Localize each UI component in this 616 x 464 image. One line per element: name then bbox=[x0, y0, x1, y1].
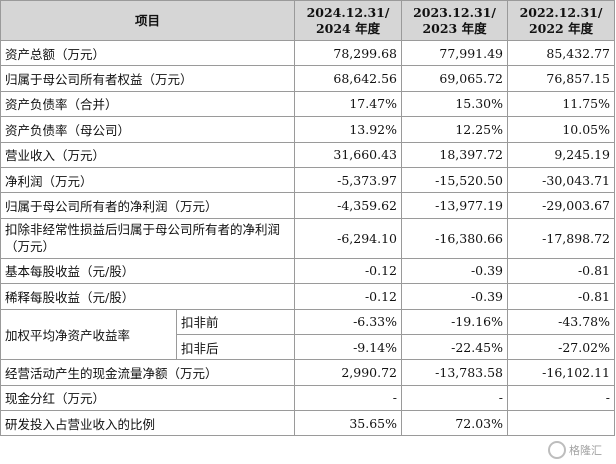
value-2023: -0.39 bbox=[401, 257, 509, 285]
row-label: 资产总额（万元） bbox=[0, 39, 296, 67]
value-2023: 69,065.72 bbox=[401, 65, 509, 92]
value-2024: 35.65% bbox=[294, 410, 403, 437]
watermark: 格隆汇 bbox=[548, 438, 612, 462]
table-row: 扣除非经常性损益后归属于母公司所有者的净利润（万元） -6,294.10 -16… bbox=[0, 217, 616, 259]
value-2024: -6,294.10 bbox=[294, 217, 403, 259]
value-2024: 31,660.43 bbox=[294, 141, 403, 168]
table-row: 资产负债率（合并） 17.47% 15.30% 11.75% bbox=[0, 90, 616, 118]
value-2024: 68,642.56 bbox=[294, 65, 403, 92]
value-2024: 13.92% bbox=[294, 116, 403, 143]
value-2022: -16,102.11 bbox=[507, 359, 616, 386]
row-label: 净利润（万元） bbox=[0, 166, 296, 194]
value-2023: -0.39 bbox=[401, 283, 509, 310]
value-2024: -4,359.62 bbox=[294, 192, 403, 219]
roe-sub-label-after: 扣非后 bbox=[175, 333, 296, 361]
header-2022: 2022.12.31/ 2022 年度 bbox=[507, 0, 616, 41]
header-2022-date: 2022.12.31/ bbox=[519, 4, 603, 20]
value-2024: -5,373.97 bbox=[294, 166, 403, 194]
table-row: 基本每股收益（元/股） -0.12 -0.39 -0.81 bbox=[0, 257, 616, 285]
value-2023: -19.16% bbox=[401, 308, 509, 335]
value-2022: 9,245.19 bbox=[507, 141, 616, 168]
value-2022: -0.81 bbox=[507, 257, 616, 285]
value-2024: -0.12 bbox=[294, 283, 403, 310]
value-2024: -0.12 bbox=[294, 257, 403, 285]
header-2024-date: 2024.12.31/ bbox=[306, 4, 390, 20]
table-row: 归属于母公司所有者的净利润（万元） -4,359.62 -13,977.19 -… bbox=[0, 192, 616, 219]
table-row: 研发投入占营业收入的比例 35.65% 72.03% bbox=[0, 410, 616, 437]
financial-table: 项目 2024.12.31/ 2024 年度 2023.12.31/ 2023 … bbox=[0, 0, 616, 437]
value-2022: -29,003.67 bbox=[507, 192, 616, 219]
roe-label: 加权平均净资产收益率 bbox=[0, 308, 177, 361]
row-label: 归属于母公司所有者的净利润（万元） bbox=[0, 192, 296, 219]
value-2023: -16,380.66 bbox=[401, 217, 509, 259]
value-2022: 11.75% bbox=[507, 90, 616, 118]
value-2024: 78,299.68 bbox=[294, 39, 403, 67]
value-2024: -9.14% bbox=[294, 333, 403, 361]
table-row: 现金分红（万元） - - - bbox=[0, 384, 616, 412]
value-2023: 72.03% bbox=[401, 410, 509, 437]
value-2024: 17.47% bbox=[294, 90, 403, 118]
value-2023: -22.45% bbox=[401, 333, 509, 361]
value-2022: -30,043.71 bbox=[507, 166, 616, 194]
row-label: 稀释每股收益（元/股） bbox=[0, 283, 296, 310]
row-label: 资产负债率（母公司） bbox=[0, 116, 296, 143]
table-row: 资产总额（万元） 78,299.68 77,991.49 85,432.77 bbox=[0, 39, 616, 67]
row-label: 经营活动产生的现金流量净额（万元） bbox=[0, 359, 296, 386]
value-2022: 76,857.15 bbox=[507, 65, 616, 92]
row-label: 基本每股收益（元/股） bbox=[0, 257, 296, 285]
value-2023: 12.25% bbox=[401, 116, 509, 143]
table-row: 营业收入（万元） 31,660.43 18,397.72 9,245.19 bbox=[0, 141, 616, 168]
table-row: 经营活动产生的现金流量净额（万元） 2,990.72 -13,783.58 -1… bbox=[0, 359, 616, 386]
row-label: 资产负债率（合并） bbox=[0, 90, 296, 118]
header-2023: 2023.12.31/ 2023 年度 bbox=[401, 0, 509, 41]
header-item: 项目 bbox=[0, 0, 296, 41]
header-2023-year: 2023 年度 bbox=[422, 20, 487, 36]
header-2023-date: 2023.12.31/ bbox=[413, 4, 496, 20]
value-2022: -43.78% bbox=[507, 308, 616, 335]
row-label: 扣除非经常性损益后归属于母公司所有者的净利润（万元） bbox=[0, 217, 296, 259]
table-row: 净利润（万元） -5,373.97 -15,520.50 -30,043.71 bbox=[0, 166, 616, 194]
value-2023: 15.30% bbox=[401, 90, 509, 118]
value-2022 bbox=[507, 410, 616, 437]
value-2024: -6.33% bbox=[294, 308, 403, 335]
row-label: 研发投入占营业收入的比例 bbox=[0, 410, 296, 437]
table-row: 归属于母公司所有者权益（万元） 68,642.56 69,065.72 76,8… bbox=[0, 65, 616, 92]
value-2023: 18,397.72 bbox=[401, 141, 509, 168]
value-2022: - bbox=[507, 384, 616, 412]
row-label: 归属于母公司所有者权益（万元） bbox=[0, 65, 296, 92]
header-2022-year: 2022 年度 bbox=[528, 20, 594, 36]
value-2022: -27.02% bbox=[507, 333, 616, 361]
value-2024: - bbox=[294, 384, 403, 412]
row-label: 现金分红（万元） bbox=[0, 384, 296, 412]
header-2024-year: 2024 年度 bbox=[315, 20, 381, 36]
table-row: 资产负债率（母公司） 13.92% 12.25% 10.05% bbox=[0, 116, 616, 143]
brand-logo-icon bbox=[548, 441, 566, 459]
watermark-text: 格隆汇 bbox=[569, 444, 602, 457]
value-2023: -13,977.19 bbox=[401, 192, 509, 219]
value-2023: 77,991.49 bbox=[401, 39, 509, 67]
value-2022: 10.05% bbox=[507, 116, 616, 143]
table-row: 加权平均净资产收益率 扣非前 -6.33% -19.16% -43.78% bbox=[0, 308, 616, 361]
value-2023: -13,783.58 bbox=[401, 359, 509, 386]
header-2024: 2024.12.31/ 2024 年度 bbox=[294, 0, 403, 41]
header-row: 项目 2024.12.31/ 2024 年度 2023.12.31/ 2023 … bbox=[0, 0, 616, 41]
value-2023: - bbox=[401, 384, 509, 412]
value-2022: -0.81 bbox=[507, 283, 616, 310]
value-2024: 2,990.72 bbox=[294, 359, 403, 386]
table-row: 扣非后 -9.14% -22.45% -27.02% bbox=[1, 333, 616, 361]
roe-sub-label-before: 扣非前 bbox=[175, 308, 296, 335]
value-2023: -15,520.50 bbox=[401, 166, 509, 194]
value-2022: -17,898.72 bbox=[507, 217, 616, 259]
row-label: 营业收入（万元） bbox=[0, 141, 296, 168]
table-row: 稀释每股收益（元/股） -0.12 -0.39 -0.81 bbox=[0, 283, 616, 310]
value-2022: 85,432.77 bbox=[507, 39, 616, 67]
